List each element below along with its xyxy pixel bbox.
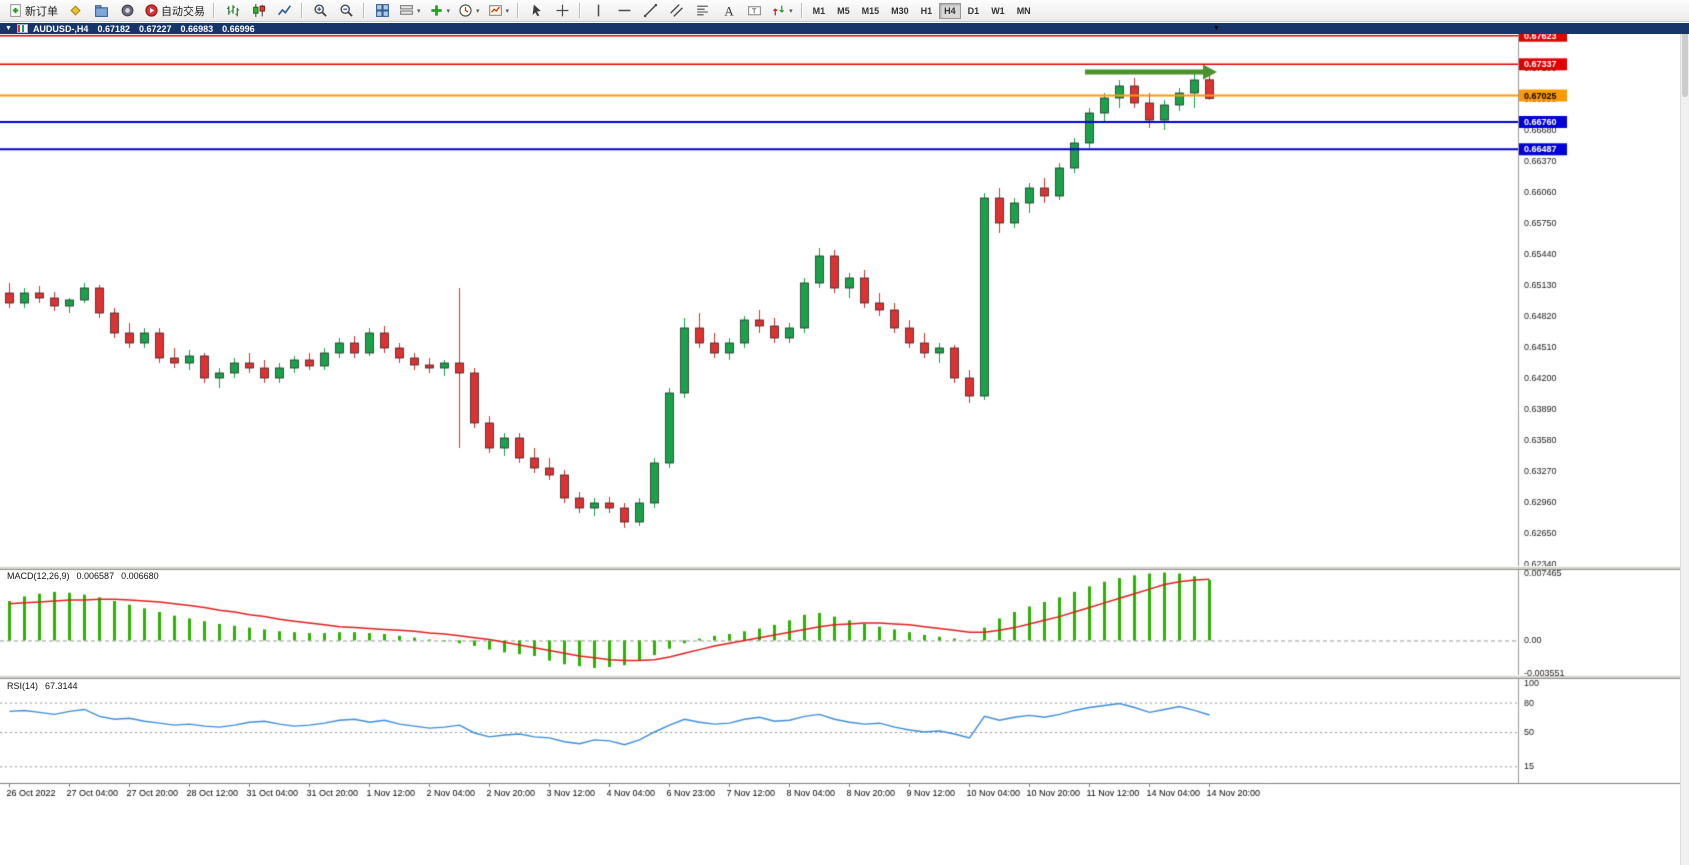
rsi-value: 67.3144 [45,681,78,691]
new-order-button[interactable]: 新订单 [5,1,61,21]
toolbar-separator [363,3,365,18]
line-chart-icon [277,3,292,18]
horizontal-line-button[interactable] [612,1,636,21]
indicators-button[interactable]: ▾ [426,1,454,21]
text-label-button[interactable]: T [742,1,766,21]
autotrading-icon [144,3,159,18]
horizontal-line-icon [617,3,632,18]
tile-windows-button[interactable] [370,1,394,21]
trendline-button[interactable] [638,1,662,21]
macd-name: MACD(12,26,9) [7,571,70,581]
vertical-scrollbar[interactable] [1680,23,1689,865]
toolbar-separator [579,3,582,18]
indicators-add-icon [429,3,444,18]
dropdown-caret-icon: ▾ [505,7,510,15]
timeframe-button-m15[interactable]: M15 [861,5,880,16]
svg-text:T: T [751,7,756,16]
timeframe-button-w1[interactable]: W1 [991,5,1005,16]
zoom-out-icon [339,3,354,18]
price-chart-canvas[interactable] [0,34,1689,800]
macd-signal-value: 0.006680 [121,571,159,581]
line-chart-button[interactable] [272,1,296,21]
candles-icon [251,3,266,18]
channel-icon [669,3,684,18]
dropdown-caret-icon: ▾ [789,7,793,15]
fibonacci-button[interactable] [690,1,714,21]
templates-icon [488,3,503,18]
clock-icon [458,3,473,18]
ohlc-high-value: 0.67227 [139,23,172,34]
text-icon: A [721,3,736,18]
dropdown-caret-icon: ▾ [476,7,480,15]
window-list-button[interactable]: ▾ [396,1,424,21]
profiles-button[interactable] [89,1,113,21]
bars-icon [225,3,240,18]
trendline-icon [643,3,658,18]
fibonacci-icon [695,3,710,18]
timeframe-button-m1[interactable]: M1 [812,5,826,16]
crosshair-button[interactable] [550,1,574,21]
toolbar-separator [800,3,803,18]
new-chart-icon [68,3,83,18]
templates-button[interactable]: ▾ [485,1,513,21]
macd-main-value: 0.006587 [76,571,115,581]
ohlc-low-value: 0.66983 [180,23,214,34]
new-order-button-label: 新订单 [25,5,58,18]
main-toolbar: 新订单 自动交易 ▾ ▾ ▾ ▾ A T ▾ M1 M5 M15 M30 H1 H4 D1 W1 MN [0,0,1689,22]
timeframe-button-mn[interactable]: MN [1016,5,1031,16]
ohlc-close-value: 0.66996 [222,23,255,34]
cursor-button[interactable] [524,1,548,21]
periods-button[interactable]: ▾ [455,1,483,21]
timeframe-button-m30[interactable]: M30 [891,5,909,16]
vertical-scrollbar-thumb[interactable] [1682,25,1688,97]
timeframe-button-m5[interactable]: M5 [837,5,850,16]
timeframe-button-h1[interactable]: H1 [920,5,933,16]
new-chart-button[interactable] [63,1,87,21]
dropdown-caret-icon: ▾ [446,7,451,15]
crosshair-icon [555,3,570,18]
timeframe-button-h4[interactable]: H4 [939,2,961,19]
toolbar-separator [517,3,520,18]
zoom-in-icon [313,3,328,18]
autotrading-button-label: 自动交易 [161,5,205,18]
arrows-icon [771,3,786,18]
zoom-in-button[interactable] [308,1,332,21]
candlestick-chart-button[interactable] [246,1,270,21]
chart-window-icon [16,24,28,33]
rsi-name: RSI(14) [7,681,39,691]
window-menu-icon[interactable]: ▼ [5,25,12,32]
new-order-icon [8,3,23,18]
dropdown-caret-icon: ▾ [417,7,421,15]
rsi-indicator-label: RSI(14) 67.3144 [7,681,78,691]
toolbar-separator [301,3,303,18]
window-list-icon [399,3,414,18]
timeframe-button-d1[interactable]: D1 [967,5,980,16]
toolbar-separator [213,3,215,18]
channel-button[interactable] [664,1,688,21]
vertical-line-button[interactable] [586,1,610,21]
vertical-line-icon [591,3,606,18]
sounds-icon [120,3,135,18]
tile-windows-icon [375,3,390,18]
zoom-out-button[interactable] [334,1,358,21]
text-button[interactable]: A [716,1,740,21]
chart-title-bar: ▼ AUDUSD-,H4 0.67182 0.67227 0.66983 0.6… [0,23,1689,34]
bars-chart-button[interactable] [220,1,244,21]
symbol-period-label: AUDUSD-,H4 [32,23,89,34]
macd-indicator-label: MACD(12,26,9) 0.006587 0.006680 [7,571,159,581]
text-label-icon: T [747,3,762,18]
arrows-button[interactable]: ▾ [768,1,796,21]
sounds-button[interactable] [115,1,139,21]
ohlc-open-value: 0.67182 [97,23,130,34]
svg-text:A: A [724,4,734,18]
chart-shift-marker-icon[interactable] [1213,24,1220,33]
cursor-icon [529,3,544,18]
autotrading-button[interactable]: 自动交易 [141,1,208,21]
profiles-icon [94,3,109,18]
